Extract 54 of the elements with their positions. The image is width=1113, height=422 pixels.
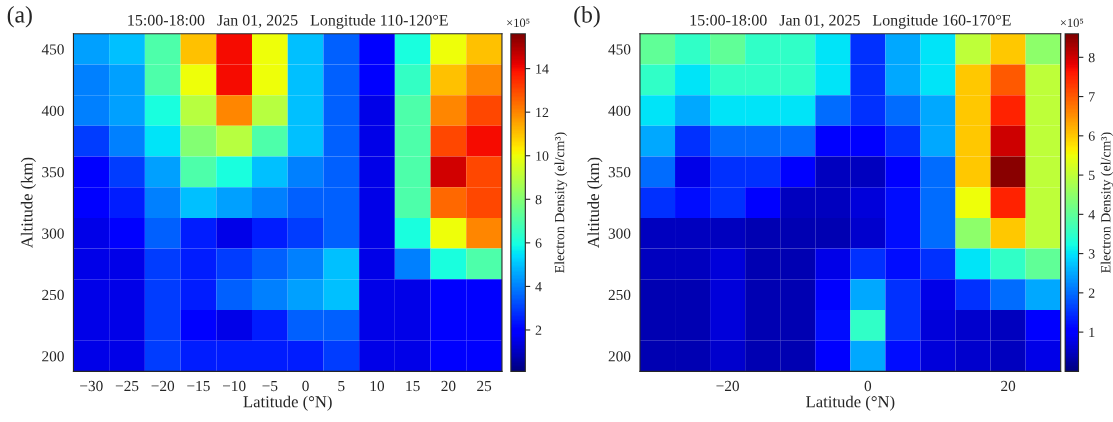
color-bar-label: 6 xyxy=(535,238,542,248)
color-bar-label: 2 xyxy=(1088,288,1095,298)
x-tick-label: 25 xyxy=(477,380,492,392)
y-tick-label: 250 xyxy=(42,289,64,301)
color-bar-label: 10 xyxy=(536,151,549,161)
color-bar-label: 8 xyxy=(535,194,542,205)
y-tick-label: 300 xyxy=(608,228,631,239)
color-bar-label: 5 xyxy=(1089,170,1095,181)
chart-title: 15:00-18:00 Jan 01, 2025 Longitude 110-120°E xyxy=(128,14,448,29)
x-tick-label: −5 xyxy=(262,380,278,392)
color-bar-label: 4 xyxy=(1088,210,1095,220)
x-tick-label: −30 xyxy=(80,380,103,392)
y-tick-label: 350 xyxy=(608,167,631,178)
y-tick-label: 200 xyxy=(42,351,64,362)
y-tick-label: 250 xyxy=(608,289,631,301)
x-tick-label: −15 xyxy=(187,380,210,392)
x-tick-label: −10 xyxy=(222,380,246,392)
text: (b) xyxy=(574,6,600,28)
y-tick-label: 300 xyxy=(42,228,64,239)
text: ×10⁵ xyxy=(507,18,530,27)
x-tick-label: 20 xyxy=(1001,380,1016,392)
y-tick-label: 400 xyxy=(41,105,64,116)
x-tick-label: 0 xyxy=(864,380,872,392)
y-tick-label: 200 xyxy=(608,351,631,362)
x-tick-label: −20 xyxy=(151,380,175,392)
color-bar-label: 12 xyxy=(536,107,549,117)
x-tick-label: 10 xyxy=(370,380,385,392)
color-bar-title: Electron Density (el/cm³) xyxy=(1100,132,1113,273)
color-bar-label: 8 xyxy=(1088,52,1095,63)
x-tick-label: −25 xyxy=(115,380,139,392)
x-tick-label: 5 xyxy=(338,380,345,392)
color-bar-label: 14 xyxy=(536,64,549,74)
x-tick-label: −20 xyxy=(716,380,739,392)
color-bar-label: 6 xyxy=(1088,131,1095,141)
y-tick-label: 450 xyxy=(41,44,64,55)
text: ×10⁵ xyxy=(1060,18,1084,27)
color-bar-label: 4 xyxy=(535,282,542,292)
text: (a) xyxy=(7,6,32,28)
y-tick-label: 400 xyxy=(608,105,631,116)
x-axis-title: Latitude (°N) xyxy=(243,395,332,411)
color-bar-label: 2 xyxy=(535,325,542,335)
x-axis-title: Latitude (°N) xyxy=(806,395,895,411)
y-tick-label: 350 xyxy=(42,167,64,178)
x-tick-label: 15 xyxy=(406,380,420,392)
color-bar-title: Electron Density (el/cm³) xyxy=(554,132,568,273)
x-tick-label: 0 xyxy=(302,380,309,392)
chart-title: 15:00-18:00 Jan 01, 2025 Longitude 160-170°E xyxy=(690,14,1011,29)
y-axis-title: Altitude (km) xyxy=(20,157,36,248)
color-bar-label: 3 xyxy=(1088,249,1095,259)
x-tick-label: 20 xyxy=(441,380,456,392)
color-bar-label: 1 xyxy=(1089,327,1095,337)
color-bar-label: 7 xyxy=(1089,92,1095,102)
y-axis-title: Altitude (km) xyxy=(587,157,603,248)
y-tick-label: 450 xyxy=(608,44,631,55)
